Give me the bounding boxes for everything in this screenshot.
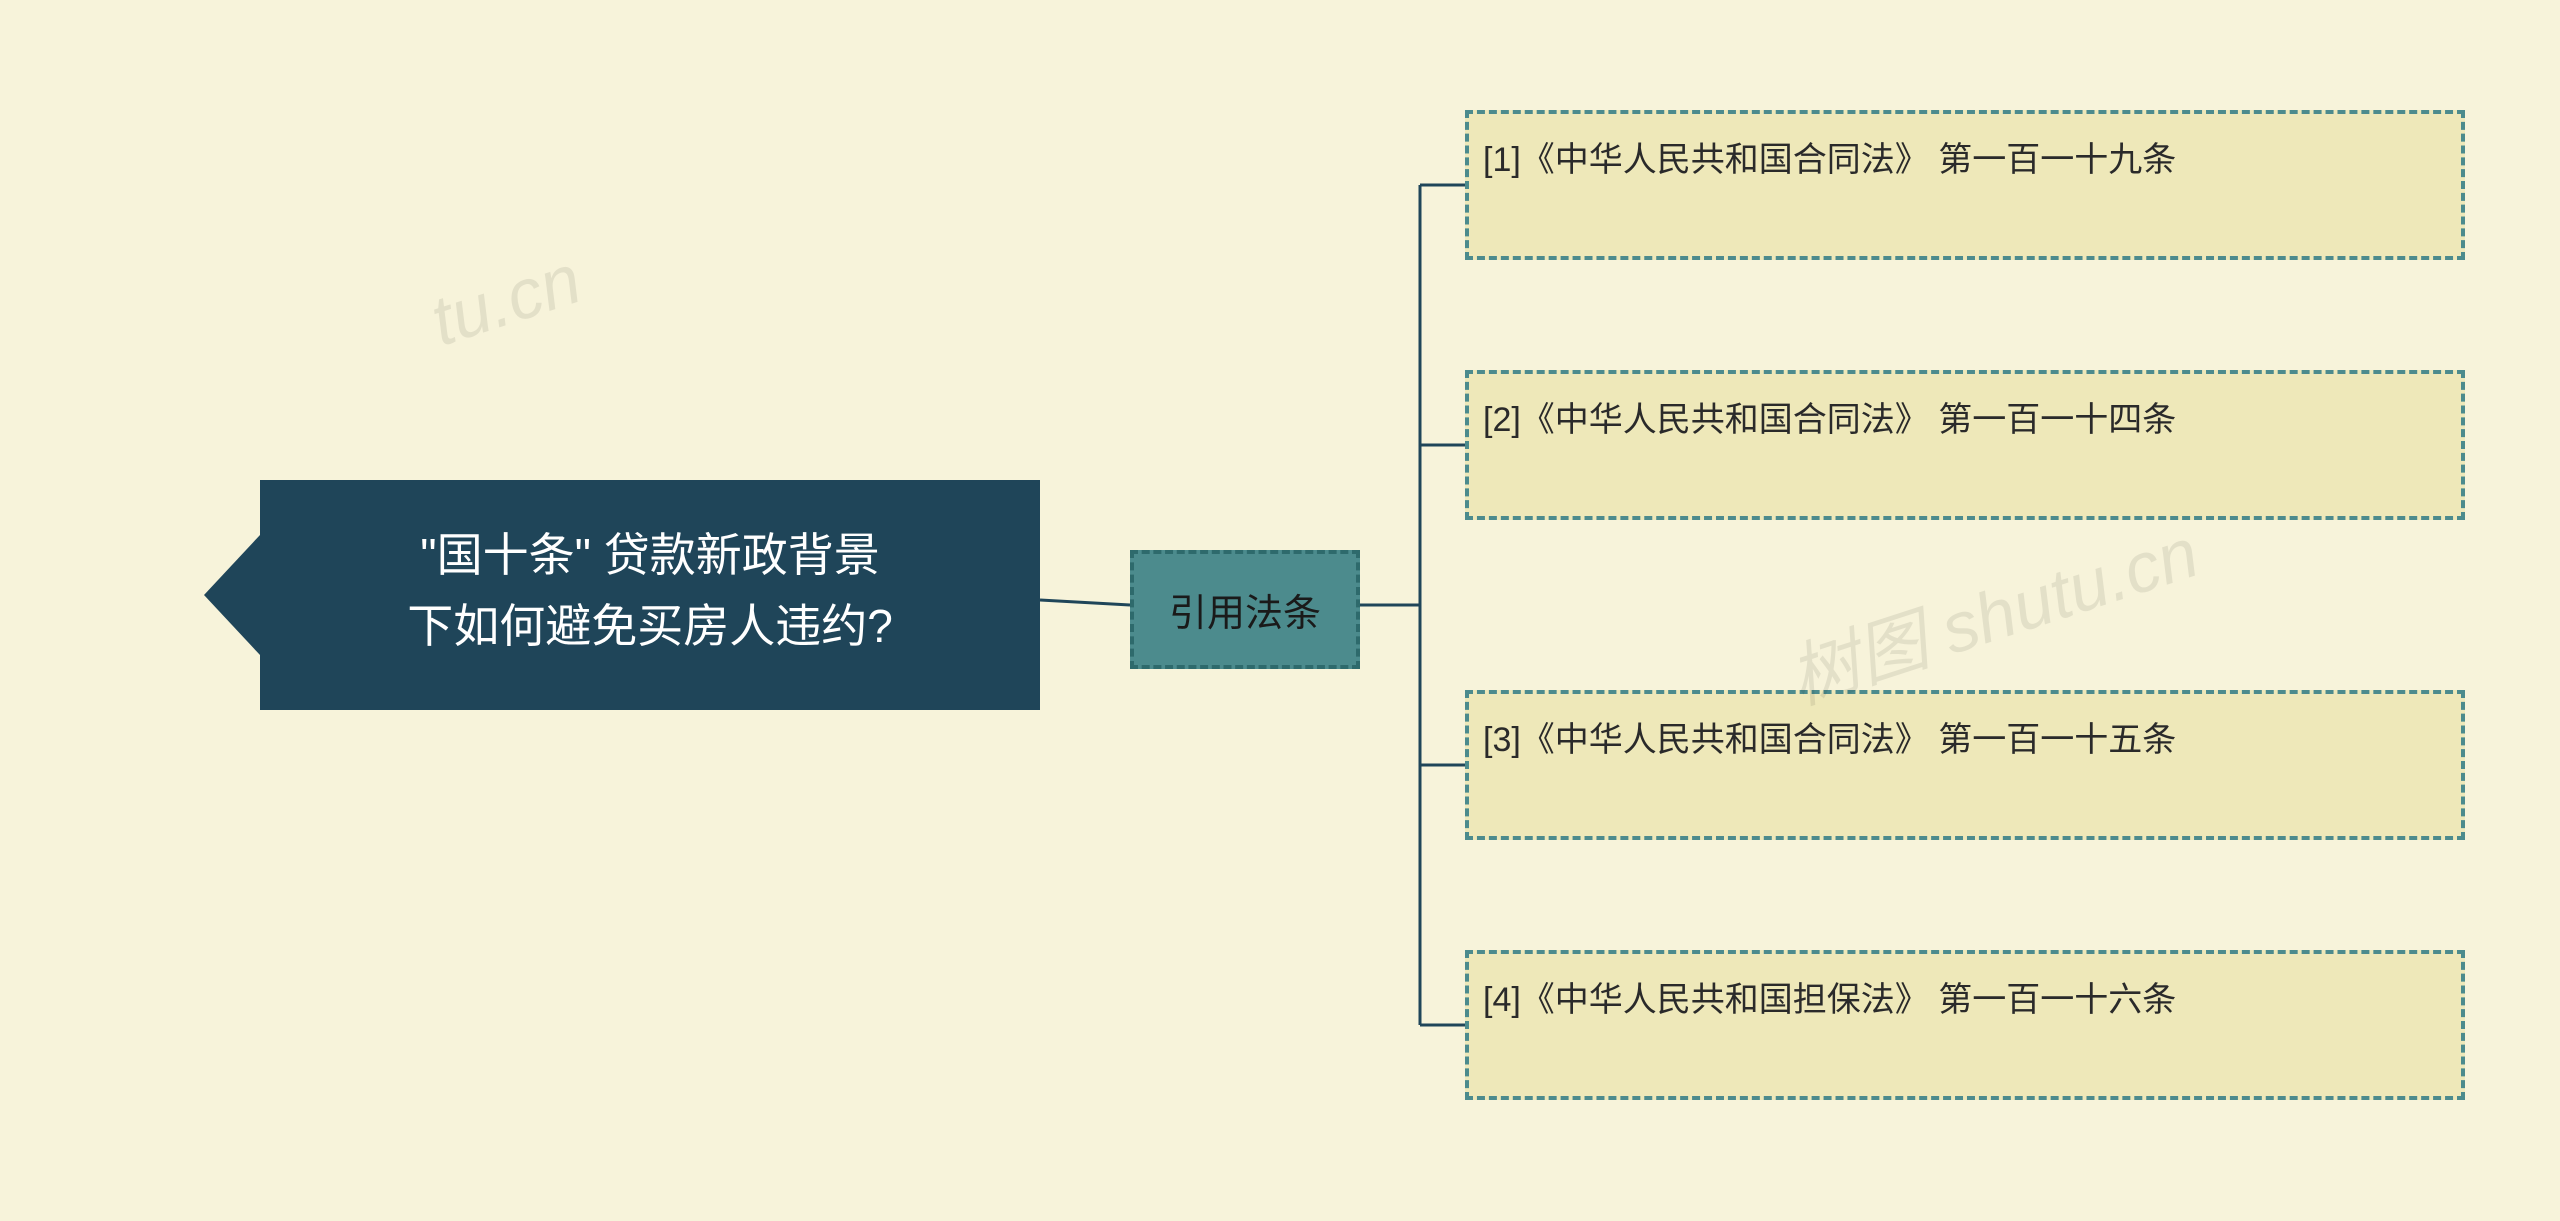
leaf-label: [4]《中华人民共和国担保法》 第一百一十六条 [1483,981,2176,1019]
root-node: "国十条" 贷款新政背景 下如何避免买房人违约? [260,480,1040,710]
leaf-label: [2]《中华人民共和国合同法》 第一百一十四条 [1483,401,2176,439]
leaf-node-2: [2]《中华人民共和国合同法》 第一百一十四条 [1465,370,2465,520]
root-line-2: 下如何避免买房人违约? [290,591,1010,662]
leaf-label: [1]《中华人民共和国合同法》 第一百一十九条 [1483,141,2176,179]
leaf-node-3: [3]《中华人民共和国合同法》 第一百一十五条 [1465,690,2465,840]
middle-node: 引用法条 [1130,550,1360,669]
watermark-1: tu.cn [421,239,590,362]
leaf-node-1: [1]《中华人民共和国合同法》 第一百一十九条 [1465,110,2465,260]
leaf-label: [3]《中华人民共和国合同法》 第一百一十五条 [1483,721,2176,759]
leaf-node-4: [4]《中华人民共和国担保法》 第一百一十六条 [1465,950,2465,1100]
root-arrow [204,535,260,655]
root-line-1: "国十条" 贷款新政背景 [290,520,1010,591]
middle-label: 引用法条 [1169,593,1321,635]
